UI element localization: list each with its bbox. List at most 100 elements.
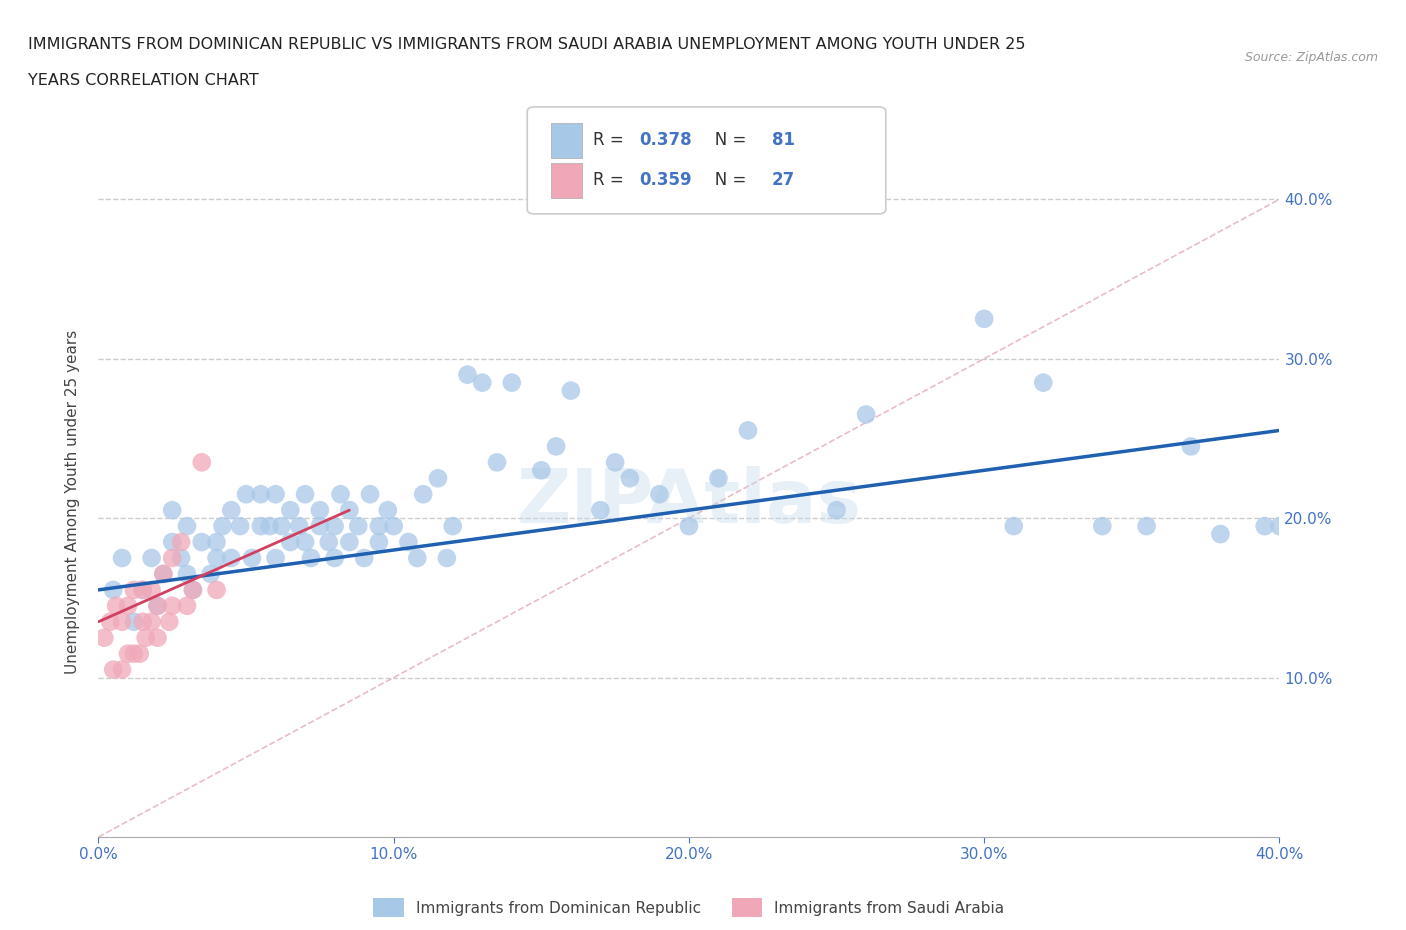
Point: [132, 615, 155, 630]
Point: [456, 367, 478, 382]
Point: [270, 519, 292, 534]
Point: [1180, 439, 1202, 454]
Point: [501, 375, 523, 390]
Point: [648, 486, 671, 501]
Point: [368, 519, 391, 534]
Point: [707, 471, 730, 485]
Point: [560, 383, 582, 398]
Point: [530, 463, 553, 478]
Point: [229, 519, 252, 534]
Point: [250, 486, 273, 501]
Point: [205, 582, 228, 597]
Point: [1032, 375, 1054, 390]
Point: [546, 439, 568, 454]
Point: [382, 519, 405, 534]
Point: [146, 598, 169, 613]
Point: [141, 582, 163, 597]
Point: [323, 551, 346, 565]
Point: [181, 582, 204, 597]
Point: [211, 519, 233, 534]
Point: [162, 598, 183, 613]
Point: [339, 503, 360, 518]
Point: [377, 503, 399, 518]
Text: 81: 81: [772, 131, 794, 150]
Point: [111, 551, 134, 565]
Point: [105, 598, 128, 613]
Point: [181, 582, 204, 597]
Point: [264, 551, 287, 565]
Point: [219, 503, 242, 518]
Point: [176, 566, 198, 581]
Text: R =: R =: [593, 131, 630, 150]
Text: R =: R =: [593, 171, 630, 190]
Point: [1268, 519, 1291, 534]
Point: [117, 646, 139, 661]
Point: [146, 631, 169, 645]
Point: [1254, 519, 1277, 534]
Point: [103, 662, 125, 677]
Point: [162, 503, 183, 518]
Text: Source: ZipAtlas.com: Source: ZipAtlas.com: [1244, 51, 1378, 64]
Point: [162, 535, 183, 550]
Point: [825, 503, 848, 518]
Point: [329, 486, 352, 501]
Point: [250, 519, 273, 534]
Point: [359, 486, 381, 501]
Point: [278, 535, 302, 550]
Point: [264, 486, 287, 501]
Point: [347, 519, 370, 534]
Point: [339, 535, 360, 550]
Legend: Immigrants from Dominican Republic, Immigrants from Saudi Arabia: Immigrants from Dominican Republic, Immi…: [367, 892, 1011, 923]
Point: [219, 551, 242, 565]
Point: [205, 551, 228, 565]
Point: [111, 662, 134, 677]
Point: [406, 551, 429, 565]
Point: [1135, 519, 1157, 534]
Point: [170, 551, 193, 565]
Point: [605, 455, 627, 470]
Point: [122, 582, 145, 597]
Point: [396, 535, 419, 550]
Point: [170, 535, 193, 550]
Point: [412, 486, 434, 501]
Point: [309, 519, 332, 534]
Point: [162, 551, 183, 565]
Text: N =: N =: [699, 171, 751, 190]
Point: [111, 615, 134, 630]
Text: 0.378: 0.378: [640, 131, 692, 150]
Point: [288, 519, 311, 534]
Point: [737, 423, 759, 438]
Point: [176, 598, 198, 613]
Point: [259, 519, 281, 534]
Point: [294, 486, 316, 501]
Point: [855, 407, 877, 422]
Point: [141, 551, 163, 565]
Text: 27: 27: [772, 171, 796, 190]
Text: 0.359: 0.359: [640, 171, 692, 190]
Point: [132, 582, 155, 597]
Point: [678, 519, 700, 534]
Point: [176, 519, 198, 534]
Point: [200, 566, 222, 581]
Point: [122, 615, 145, 630]
Point: [240, 551, 263, 565]
Point: [191, 535, 214, 550]
Point: [294, 535, 316, 550]
Text: ZIPAtlas: ZIPAtlas: [516, 466, 862, 538]
Point: [128, 646, 150, 661]
Point: [1091, 519, 1114, 534]
Point: [278, 503, 302, 518]
Point: [103, 582, 125, 597]
Point: [205, 535, 228, 550]
Point: [353, 551, 375, 565]
Point: [1209, 526, 1232, 541]
Point: [152, 566, 174, 581]
Point: [318, 535, 340, 550]
Point: [436, 551, 458, 565]
Point: [93, 631, 115, 645]
Point: [235, 486, 257, 501]
Point: [589, 503, 612, 518]
Point: [973, 312, 995, 326]
Text: IMMIGRANTS FROM DOMINICAN REPUBLIC VS IMMIGRANTS FROM SAUDI ARABIA UNEMPLOYMENT : IMMIGRANTS FROM DOMINICAN REPUBLIC VS IM…: [28, 37, 1025, 52]
Point: [368, 535, 391, 550]
